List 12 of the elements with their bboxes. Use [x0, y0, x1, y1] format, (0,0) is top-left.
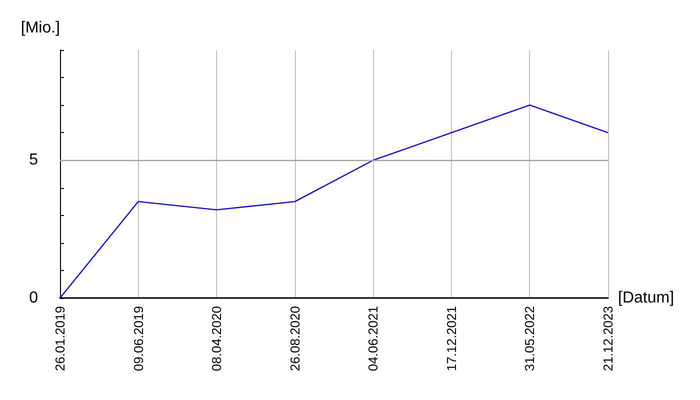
x-tick-label: 08.04.2020 [209, 306, 224, 372]
x-axis-title: [Datum] [618, 290, 674, 306]
x-tick-label: 26.08.2020 [287, 306, 302, 372]
x-tick-label: 31.05.2022 [522, 306, 538, 372]
y-tick-label: 5 [29, 152, 38, 169]
x-tick-label: 26.01.2019 [52, 306, 68, 372]
x-tick-label: 21.12.2023 [600, 306, 616, 372]
x-tick-label: 04.06.2021 [366, 306, 381, 372]
y-tick-label: 0 [29, 290, 38, 306]
x-tick-label: 17.12.2021 [444, 306, 459, 372]
x-tick-label: 09.06.2019 [130, 306, 146, 372]
y-axis-title: [Mio.] [20, 20, 60, 36]
